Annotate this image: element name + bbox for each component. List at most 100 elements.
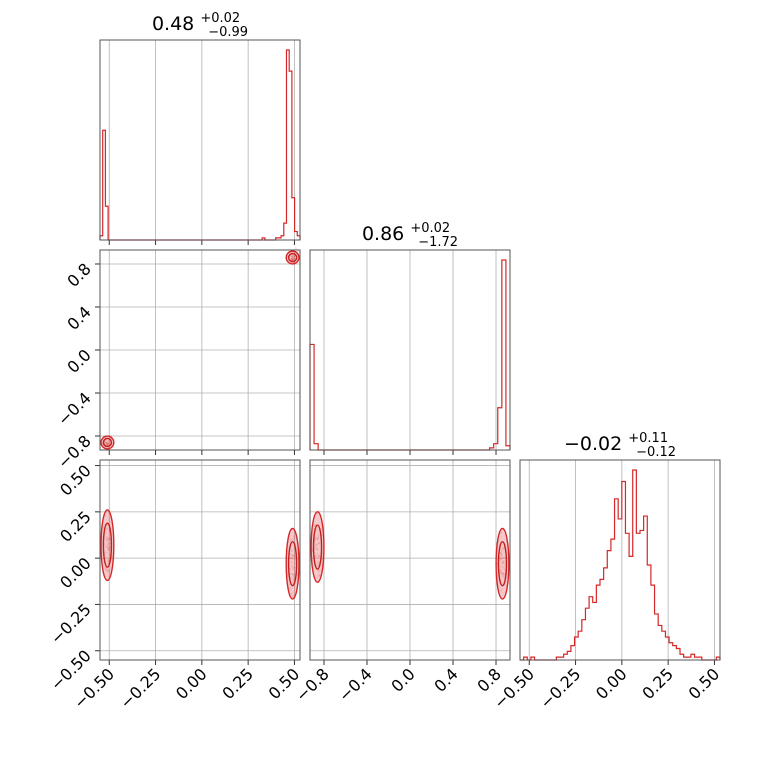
pair-2-mode-0-point-19 bbox=[315, 547, 319, 550]
pair-1-mode-0-point-32 bbox=[104, 531, 108, 534]
pair-2-mode-1-point-8 bbox=[502, 572, 505, 575]
pair-2-mode-0-point-24 bbox=[317, 542, 321, 545]
pair-frame-2 bbox=[309, 459, 511, 661]
pair-2-mode-1-point-25 bbox=[502, 576, 506, 579]
pair-2-mode-1-point-33 bbox=[500, 549, 504, 552]
pair-2-mode-1-point-32 bbox=[500, 574, 504, 577]
pair-0-mode-0-point-9 bbox=[292, 255, 295, 258]
pair-2-mode-1-point-30 bbox=[502, 556, 505, 560]
pair-0-mode-0-point-31 bbox=[291, 257, 294, 261]
pair-0-mode-0-point-1 bbox=[291, 258, 294, 261]
pair-2-mode-0-point-11 bbox=[315, 544, 318, 547]
xtick-label-param-1-1: −0.4 bbox=[335, 664, 376, 705]
pair-0-mode-0-point-29 bbox=[290, 258, 294, 261]
pair-2-mode-1-point-37 bbox=[500, 553, 504, 556]
pair-1-mode-1-point-24 bbox=[293, 565, 297, 569]
pair-0-mode-0-point-27 bbox=[290, 257, 293, 260]
pair-2-mode-1-point-7 bbox=[499, 571, 503, 574]
pair-1-mode-1-point-6 bbox=[290, 557, 293, 560]
ytick-label-param-1-1: −0.4 bbox=[54, 388, 95, 429]
pair-0-mode-1-point-34 bbox=[107, 442, 110, 445]
pair-frame-0 bbox=[99, 249, 301, 451]
pair-1-mode-0-point-13 bbox=[107, 561, 110, 565]
pair-1-mode-0-point-35 bbox=[104, 567, 107, 570]
xtick-label-param-2-2: 0.00 bbox=[592, 664, 631, 703]
pair-0-mode-1-point-29 bbox=[105, 442, 109, 446]
pair-1-mode-0-point-28 bbox=[105, 551, 108, 554]
pair-1-mode-1-point-35 bbox=[290, 592, 293, 595]
pair-2-mode-0-point-13 bbox=[316, 564, 320, 567]
pair-1-mode-1-point-34 bbox=[291, 564, 294, 568]
pair-1-mode-0-point-7 bbox=[108, 537, 111, 540]
pair-2-mode-0-point-3 bbox=[317, 574, 320, 578]
pair-1-mode-0-point-6 bbox=[106, 542, 109, 546]
pair-0-mode-1-point-13 bbox=[105, 441, 108, 445]
pair-frame-1 bbox=[99, 459, 301, 661]
xtick-label-param-0-2: 0.00 bbox=[172, 664, 211, 703]
ytick-label-param-2-3: 0.25 bbox=[56, 507, 95, 546]
pair-0-mode-0-point-36 bbox=[292, 255, 295, 258]
pair-0-mode-1-point-30 bbox=[107, 443, 110, 446]
pair-2-mode-1-point-12 bbox=[501, 562, 505, 566]
pair-1-mode-0-point-31 bbox=[106, 537, 109, 540]
pair-1-mode-0-point-25 bbox=[107, 548, 110, 551]
pair-2-mode-0-point-10 bbox=[314, 536, 317, 539]
pair-0-mode-0-point-18 bbox=[290, 258, 294, 261]
pair-1-mode-1-point-11 bbox=[290, 561, 293, 564]
pair-2-mode-1-point-6 bbox=[500, 554, 503, 557]
pair-2-mode-1-point-11 bbox=[499, 532, 503, 535]
pair-2-mode-1-point-24 bbox=[501, 572, 504, 576]
xtick-label-param-1-0: −0.8 bbox=[292, 664, 333, 705]
pair-1-mode-0-point-1 bbox=[107, 538, 111, 541]
pair-2-mode-1-contour-inner bbox=[497, 541, 508, 587]
pair-2-mode-1-point-5 bbox=[500, 557, 503, 561]
pair-1-mode-1-point-26 bbox=[291, 554, 295, 558]
pair-1-mode-1-contour-outer bbox=[285, 527, 300, 600]
pair-2-mode-0-point-25 bbox=[317, 554, 321, 558]
pair-1-mode-0-point-16 bbox=[106, 545, 109, 549]
pair-1-mode-1-point-28 bbox=[293, 535, 296, 539]
ytick-label-param-2-1: −0.25 bbox=[47, 600, 95, 648]
pair-1-mode-0-point-15 bbox=[105, 538, 108, 541]
pair-2-mode-0-point-28 bbox=[315, 537, 319, 541]
ytick-label-param-1-3: 0.4 bbox=[63, 302, 94, 333]
pair-2-mode-0-point-9 bbox=[315, 528, 319, 531]
xtick-label-param-1-2: 0.0 bbox=[387, 664, 418, 695]
panels-layer bbox=[95, 39, 721, 665]
pair-1-mode-1-point-1 bbox=[290, 549, 294, 553]
pair-2-mode-0-point-22 bbox=[317, 536, 320, 539]
pair-1-mode-0-point-29 bbox=[107, 546, 110, 550]
pair-0-mode-0-point-39 bbox=[291, 256, 295, 260]
pair-1-mode-1-point-20 bbox=[291, 566, 295, 570]
pair-1-mode-1-point-23 bbox=[289, 587, 292, 590]
hist-frame-2 bbox=[519, 459, 721, 661]
pair-2-mode-1-point-16 bbox=[501, 547, 504, 550]
pair-2-mode-0-point-2 bbox=[317, 555, 320, 558]
xtick-label-param-1-3: 0.4 bbox=[430, 664, 461, 695]
pair-1-mode-0-point-12 bbox=[107, 542, 111, 545]
pair-2-mode-1-point-38 bbox=[500, 589, 503, 592]
pair-2-mode-1-point-0 bbox=[502, 573, 506, 576]
pair-0-mode-0-contour-inner bbox=[287, 252, 298, 263]
pair-1-mode-0-point-39 bbox=[102, 526, 105, 530]
pair-2-mode-1-point-19 bbox=[502, 560, 506, 563]
pair-2-mode-0-point-34 bbox=[317, 569, 321, 573]
pair-1-mode-1-point-25 bbox=[292, 553, 296, 557]
pair-2-mode-1-point-31 bbox=[501, 561, 504, 564]
pair-0-mode-1-point-0 bbox=[107, 441, 110, 444]
pair-1-mode-0-point-17 bbox=[105, 527, 109, 531]
pair-2-mode-1-contour-outer bbox=[495, 527, 510, 600]
pair-0-mode-0-point-15 bbox=[290, 255, 294, 258]
pair-2-mode-1-point-36 bbox=[499, 565, 503, 568]
pair-2-mode-1-point-34 bbox=[499, 569, 502, 572]
pair-2-mode-0-point-36 bbox=[318, 573, 321, 577]
pair-0-mode-1-point-17 bbox=[105, 441, 108, 444]
pair-1-mode-0-point-26 bbox=[108, 537, 112, 541]
pair-1-mode-0-point-36 bbox=[107, 559, 110, 562]
pair-1-mode-0-point-3 bbox=[107, 547, 110, 551]
pair-2-mode-0-point-31 bbox=[317, 542, 320, 545]
pair-1-mode-1-point-30 bbox=[289, 538, 293, 542]
pair-2-mode-0-point-0 bbox=[316, 552, 319, 555]
pair-0-mode-1-point-37 bbox=[104, 442, 108, 445]
